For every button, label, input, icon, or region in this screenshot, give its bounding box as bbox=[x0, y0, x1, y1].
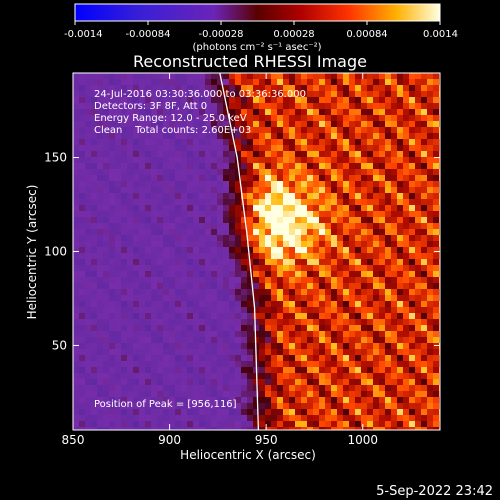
peak-position-label: Position of Peak = [956,116] bbox=[94, 399, 237, 410]
x-axis-label: Heliocentric X (arcsec) bbox=[180, 448, 316, 462]
y-axis-label: Heliocentric Y (arcsec) bbox=[25, 185, 39, 320]
y-tick-label: 100 bbox=[44, 245, 67, 259]
y-tick-label: 150 bbox=[44, 151, 67, 165]
colorbar-units: (photons cm⁻² s⁻¹ asec⁻²) bbox=[192, 42, 321, 53]
footer-date: 5-Sep-2022 23:42 bbox=[376, 484, 493, 499]
colorbar-tick-label: 0.0014 bbox=[423, 29, 458, 40]
colorbar-tick-label: -0.00084 bbox=[126, 29, 171, 40]
chart-title: Reconstructed RHESSI Image bbox=[133, 52, 367, 71]
x-tick-label: 900 bbox=[158, 433, 181, 447]
annotation-clean: Clean Total counts: 2.60E+03 bbox=[94, 125, 251, 136]
colorbar bbox=[74, 3, 441, 22]
annotation-block: 24-Jul-2016 03:30:36.000 to 03:36:36.000… bbox=[94, 89, 306, 136]
colorbar-ticks: -0.0014 -0.00084 -0.00028 0.00028 0.00084 0.0… bbox=[64, 21, 458, 40]
colorbar-tick-label: 0.00028 bbox=[273, 29, 314, 40]
colorbar-tick-label: -0.0014 bbox=[64, 29, 103, 40]
annotation-detectors: Detectors: 3F 8F, Att 0 bbox=[94, 101, 207, 112]
y-tick-label: 50 bbox=[52, 338, 67, 352]
x-tick-label: 850 bbox=[62, 433, 85, 447]
colorbar-tick-label: 0.00084 bbox=[346, 29, 387, 40]
x-tick-label: 950 bbox=[255, 433, 278, 447]
solar-limb-line bbox=[219, 73, 260, 430]
colorbar-tick-label: -0.00028 bbox=[199, 29, 244, 40]
x-tick-label: 1000 bbox=[347, 433, 378, 447]
x-axis-ticks: 850 900 950 1000 bbox=[62, 73, 378, 447]
y-axis-ticks: 50 100 150 bbox=[44, 151, 440, 352]
heatmap-image bbox=[73, 73, 440, 430]
annotation-time: 24-Jul-2016 03:30:36.000 to 03:36:36.000 bbox=[94, 89, 306, 100]
annotation-energy: Energy Range: 12.0 - 25.0 keV bbox=[94, 113, 247, 124]
